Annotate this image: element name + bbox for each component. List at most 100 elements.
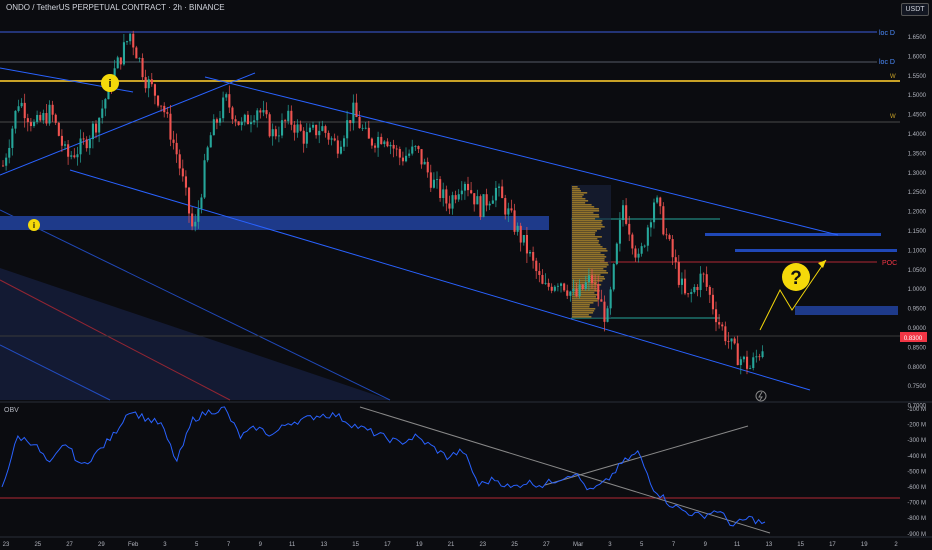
candle-body xyxy=(401,157,404,162)
candle-body xyxy=(519,225,522,243)
candle-body xyxy=(498,186,501,188)
candle-body xyxy=(197,208,200,222)
shaded-channel-zone xyxy=(0,268,390,400)
candle-body xyxy=(550,286,553,291)
early-support-trendline xyxy=(0,72,256,176)
candle-body xyxy=(711,294,714,310)
candle-body xyxy=(398,149,401,158)
candle-body xyxy=(594,283,597,285)
candle-body xyxy=(454,195,457,200)
candle-body xyxy=(160,105,163,107)
candle-body xyxy=(556,285,559,287)
volume-profile-bar xyxy=(572,282,598,284)
info-callout-2[interactable]: i xyxy=(28,219,40,231)
candle-body xyxy=(191,213,194,227)
candle-body xyxy=(690,292,693,295)
obv-tick-label: -300 M xyxy=(907,438,926,444)
candle-body xyxy=(494,187,497,201)
info-callout-1[interactable]: i xyxy=(101,74,119,92)
candle-body xyxy=(684,278,687,294)
candle-body xyxy=(73,155,76,158)
candle-body xyxy=(612,264,615,290)
candle-body xyxy=(327,132,330,140)
candle-body xyxy=(380,136,383,145)
candle-body xyxy=(535,260,538,272)
candle-body xyxy=(603,301,606,322)
time-axis[interactable]: 23 25 27 29 Feb 3 5 7 9 11 13 15 17 19 21 23 25 27 Mar 3 5 7 9… xyxy=(3,542,899,548)
candle-body xyxy=(597,284,600,300)
candle-body xyxy=(150,79,153,85)
lightning-icon[interactable] xyxy=(755,390,767,402)
candle-body xyxy=(85,139,88,149)
candle-body xyxy=(442,189,445,198)
candle-body xyxy=(730,338,733,342)
volume-profile-bar xyxy=(572,266,607,268)
candle-body xyxy=(408,153,411,156)
volume-profile-bar xyxy=(572,196,583,198)
obv-tick-label: -700 M xyxy=(907,501,926,507)
candle-body xyxy=(141,58,144,78)
candle-body xyxy=(600,299,603,302)
volume-profile-bar xyxy=(572,190,581,192)
candle-body xyxy=(169,113,172,140)
candle-body xyxy=(389,144,392,147)
candle-body xyxy=(259,110,262,113)
time-tick-label: 5 xyxy=(195,542,199,548)
candle-body xyxy=(501,186,504,199)
candle-body xyxy=(339,146,342,154)
candle-body xyxy=(581,284,584,289)
candle-body xyxy=(721,324,724,327)
candle-body xyxy=(513,210,516,232)
candle-body xyxy=(634,248,637,258)
candle-body xyxy=(625,205,628,224)
candle-body xyxy=(346,120,349,139)
volume-profile-bar xyxy=(572,220,603,222)
support-zone xyxy=(0,216,549,230)
candle-body xyxy=(395,148,398,150)
candle-body xyxy=(330,138,333,140)
volume-profile-bar xyxy=(572,230,597,232)
candle-body xyxy=(95,123,98,133)
candle-body xyxy=(525,234,528,254)
candle-body xyxy=(426,161,429,173)
obv-tick-label: -400 M xyxy=(907,454,926,460)
candle-body xyxy=(324,126,327,133)
obv-axis[interactable]: -100 M -200 M -300 M -400 M -500 M -600 M -700… xyxy=(907,407,926,538)
candle-body xyxy=(637,253,640,258)
candle-body xyxy=(23,102,26,119)
candle-body xyxy=(144,77,147,89)
volume-profile-bar xyxy=(572,198,586,200)
obv-indicator-label[interactable]: OBV xyxy=(4,407,19,414)
time-tick-label: 11 xyxy=(289,542,296,548)
candle-body xyxy=(377,136,380,148)
price-axis[interactable]: 1.6500 1.6000 1.5500 1.5000 1.4500 1.4000 1.35… xyxy=(908,35,927,410)
price-tick-label: 1.3000 xyxy=(908,171,927,177)
volume-profile-bar xyxy=(572,262,608,264)
candle-body xyxy=(643,245,646,247)
candle-body xyxy=(42,113,45,121)
weekly-label-2: W xyxy=(890,114,896,120)
candle-body xyxy=(587,275,590,283)
question-callout[interactable]: ? xyxy=(782,263,810,291)
volume-profile-bar xyxy=(572,188,580,190)
time-tick-label: 19 xyxy=(416,542,423,548)
candle-body xyxy=(308,127,311,133)
candle-body xyxy=(687,293,690,295)
volume-profile-bar xyxy=(572,306,590,308)
time-tick-label: 17 xyxy=(829,542,836,548)
volume-profile-bar xyxy=(572,274,601,276)
currency-unit-button[interactable]: USDT xyxy=(901,3,929,16)
candle-body xyxy=(386,141,389,147)
volume-profile-bar xyxy=(572,232,596,234)
volume-profile-bar xyxy=(572,252,601,254)
time-tick-label: 13 xyxy=(321,542,328,548)
candle-body xyxy=(622,205,625,221)
candle-body xyxy=(299,124,302,131)
price-tick-label: 1.6000 xyxy=(908,54,927,60)
price-tick-label: 1.5500 xyxy=(908,74,927,80)
candle-body xyxy=(135,47,138,59)
symbol-title[interactable]: ONDO / TetherUS PERPETUAL CONTRACT · 2h … xyxy=(6,3,225,12)
candle-body xyxy=(132,33,135,48)
candle-body xyxy=(702,273,705,275)
